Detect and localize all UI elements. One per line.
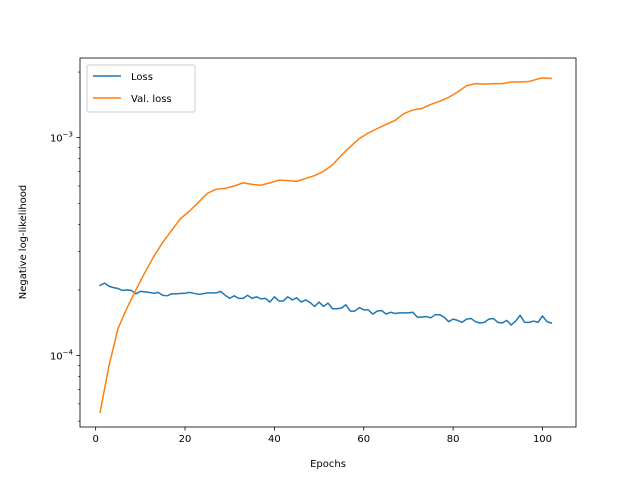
series-layer (99, 77, 553, 413)
legend-label-loss: Loss (131, 72, 153, 83)
x-tick-label: 60 (357, 434, 370, 445)
x-tick-label: 0 (92, 434, 98, 445)
x-tick-label: 20 (179, 434, 192, 445)
x-tick-label: 40 (268, 434, 281, 445)
x-axis-label: Epochs (310, 459, 346, 470)
legend: Loss Val. loss (86, 64, 196, 113)
x-tick-label: 80 (447, 434, 460, 445)
y-tick-label: 10−4 (50, 349, 74, 363)
x-tick-label: 100 (533, 434, 552, 445)
y-axis-ticks: 10−4 10−3 (50, 71, 80, 422)
series-line-1 (99, 77, 553, 413)
y-axis-label: Negative log-likelihood (18, 185, 29, 300)
legend-label-val-loss: Val. loss (131, 94, 172, 105)
y-tick-label: 10−3 (50, 131, 73, 145)
series-line-0 (99, 282, 553, 326)
x-axis-ticks: 0 20 40 60 80 100 (92, 427, 552, 445)
plot-frame (79, 57, 577, 428)
